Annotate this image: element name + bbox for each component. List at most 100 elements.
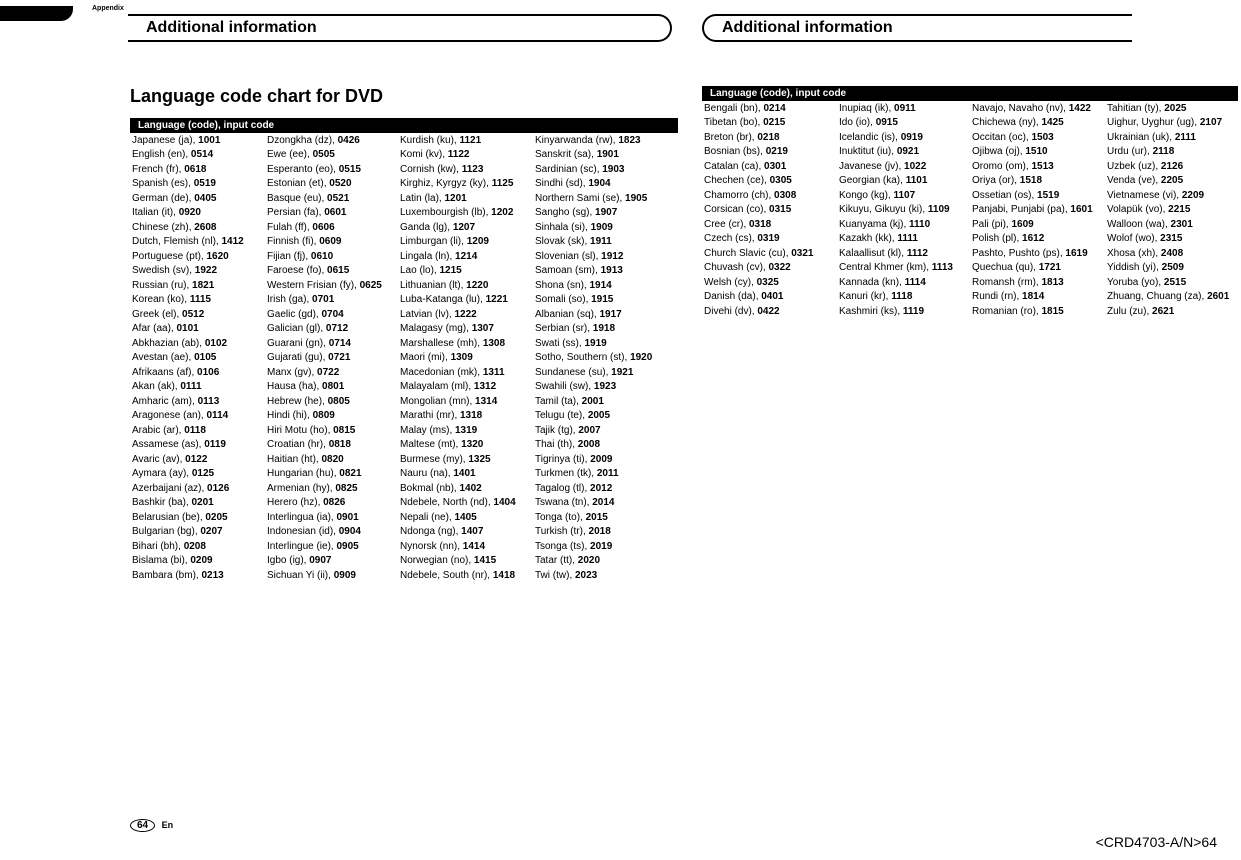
lang-cell: Rundi (rn), 1814 xyxy=(970,290,1105,305)
lang-name: Chamorro (ch), xyxy=(704,190,774,201)
lang-code: 0126 xyxy=(207,483,229,494)
lang-cell: Twi (tw), 2023 xyxy=(533,568,668,583)
lang-cell: Bulgarian (bg), 0207 xyxy=(130,525,265,540)
lang-code: 0106 xyxy=(197,367,219,378)
lang-code: 1814 xyxy=(1022,291,1044,302)
lang-name: Lao (lo), xyxy=(400,265,439,276)
lang-cell: Tajik (tg), 2007 xyxy=(533,423,668,438)
lang-cell: Hungarian (hu), 0821 xyxy=(265,467,398,482)
lang-cell: Japanese (ja), 1001 xyxy=(130,133,265,148)
lang-cell: Croatian (hr), 0818 xyxy=(265,438,398,453)
lang-name: Venda (ve), xyxy=(1107,175,1161,186)
lang-name: Norwegian (no), xyxy=(400,555,474,566)
lang-cell: Javanese (jv), 1022 xyxy=(837,159,970,174)
lang-code: 0308 xyxy=(774,190,796,201)
lang-code: 2209 xyxy=(1182,190,1204,201)
lang-code: 1221 xyxy=(486,294,508,305)
lang-name: Oromo (om), xyxy=(972,161,1031,172)
lang-code: 1919 xyxy=(584,338,606,349)
lang-cell: Bihari (bh), 0208 xyxy=(130,539,265,554)
lang-code: 1222 xyxy=(454,309,476,320)
lang-cell: Malagasy (mg), 1307 xyxy=(398,322,533,337)
lang-name: Ojibwa (oj), xyxy=(972,146,1025,157)
lang-code: 0826 xyxy=(323,497,345,508)
lang-code: 1405 xyxy=(454,512,476,523)
lang-cell: Chinese (zh), 2608 xyxy=(130,220,265,235)
lang-code: 2005 xyxy=(588,410,610,421)
lang-name: Nynorsk (nn), xyxy=(400,541,463,552)
lang-cell: Venda (ve), 2205 xyxy=(1105,174,1240,189)
lang-name: Lingala (ln), xyxy=(400,251,455,262)
lang-cell: Danish (da), 0401 xyxy=(702,290,837,305)
lang-code: 2205 xyxy=(1161,175,1183,186)
lang-code: 0213 xyxy=(201,570,223,581)
lang-cell: Dutch, Flemish (nl), 1412 xyxy=(130,235,265,250)
lang-cell: Assamese (as), 0119 xyxy=(130,438,265,453)
lang-name: Tswana (tn), xyxy=(535,497,592,508)
lang-cell: Faroese (fo), 0615 xyxy=(265,264,398,279)
lang-code: 1904 xyxy=(588,178,610,189)
section-header-left: Additional information xyxy=(128,14,672,42)
lang-code: 0625 xyxy=(360,280,382,291)
lang-name: Sotho, Southern (st), xyxy=(535,352,630,363)
lang-cell: Uighur, Uyghur (ug), 2107 xyxy=(1105,116,1240,131)
lang-code: 0919 xyxy=(901,132,923,143)
lang-name: Nepali (ne), xyxy=(400,512,454,523)
lang-code: 2009 xyxy=(590,454,612,465)
lang-cell: Hiri Motu (ho), 0815 xyxy=(265,423,398,438)
lang-cell: Tsonga (ts), 2019 xyxy=(533,539,668,554)
lang-name: Romansh (rm), xyxy=(972,277,1041,288)
lang-cell: Chuvash (cv), 0322 xyxy=(702,261,837,276)
lang-name: Rundi (rn), xyxy=(972,291,1022,302)
lang-cell: Ossetian (os), 1519 xyxy=(970,188,1105,203)
lang-name: Igbo (ig), xyxy=(267,555,309,566)
lang-cell: Romanian (ro), 1815 xyxy=(970,304,1105,319)
lang-name: Inupiaq (ik), xyxy=(839,103,894,114)
lang-cell: Nauru (na), 1401 xyxy=(398,467,533,482)
lang-code: 2515 xyxy=(1164,277,1186,288)
lang-name: Urdu (ur), xyxy=(1107,146,1153,157)
lang-cell: Maltese (mt), 1320 xyxy=(398,438,533,453)
lang-code: 1918 xyxy=(593,323,615,334)
lang-cell: Avaric (av), 0122 xyxy=(130,452,265,467)
lang-cell: Herero (hz), 0826 xyxy=(265,496,398,511)
lang-name: Slovak (sk), xyxy=(535,236,590,247)
lang-code: 1922 xyxy=(195,265,217,276)
lang-cell: Aragonese (an), 0114 xyxy=(130,409,265,424)
lang-cell: Tamil (ta), 2001 xyxy=(533,394,668,409)
lang-cell: Galician (gl), 0712 xyxy=(265,322,398,337)
lang-cell: Persian (fa), 0601 xyxy=(265,206,398,221)
lang-code: 1921 xyxy=(611,367,633,378)
lang-code: 1101 xyxy=(906,175,928,186)
table-header-left: Language (code), input code xyxy=(130,118,678,133)
lang-code: 1911 xyxy=(590,236,612,247)
lang-cell: Urdu (ur), 2118 xyxy=(1105,145,1240,160)
lang-cell: Malay (ms), 1319 xyxy=(398,423,533,438)
lang-cell: Kikuyu, Gikuyu (ki), 1109 xyxy=(837,203,970,218)
lang-code: 1920 xyxy=(630,352,652,363)
lang-cell: Kuanyama (kj), 1110 xyxy=(837,217,970,232)
lang-code: 1901 xyxy=(597,149,619,160)
lang-name: Pashto, Pushto (ps), xyxy=(972,248,1065,259)
lang-cell: Swahili (sw), 1923 xyxy=(533,380,668,395)
lang-code: 2020 xyxy=(578,555,600,566)
lang-code: 0521 xyxy=(327,193,349,204)
lang-name: Welsh (cy), xyxy=(704,277,757,288)
lang-name: Indonesian (id), xyxy=(267,526,339,537)
lang-cell: Sanskrit (sa), 1901 xyxy=(533,148,668,163)
lang-name: Fulah (ff), xyxy=(267,222,312,233)
lang-code: 1209 xyxy=(467,236,489,247)
lang-code: 1510 xyxy=(1025,146,1047,157)
lang-code: 1518 xyxy=(1020,175,1042,186)
lang-cell: Romansh (rm), 1813 xyxy=(970,275,1105,290)
lang-cell: Tagalog (tl), 2012 xyxy=(533,481,668,496)
lang-code: 0821 xyxy=(339,468,361,479)
lang-name: Luxembourgish (lb), xyxy=(400,207,491,218)
lang-cell: Ewe (ee), 0505 xyxy=(265,148,398,163)
lang-code: 2007 xyxy=(578,425,600,436)
lang-name: Ukrainian (uk), xyxy=(1107,132,1175,143)
lang-name: Kazakh (kk), xyxy=(839,233,897,244)
lang-cell: Serbian (sr), 1918 xyxy=(533,322,668,337)
lang-name: Thai (th), xyxy=(535,439,578,450)
lang-code: 2118 xyxy=(1153,146,1175,157)
